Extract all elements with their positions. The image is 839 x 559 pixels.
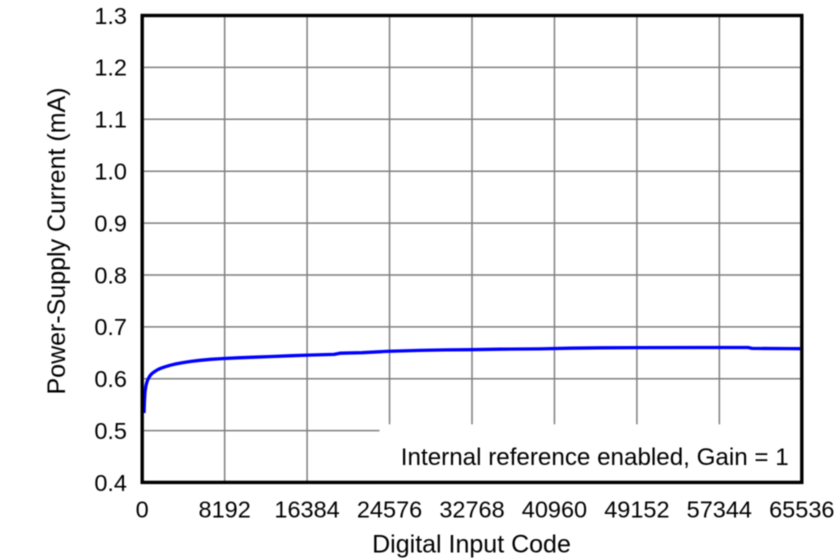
- svg-text:40960: 40960: [522, 497, 587, 523]
- svg-text:16384: 16384: [274, 497, 339, 523]
- svg-text:1.0: 1.0: [94, 159, 127, 185]
- svg-text:65536: 65536: [769, 497, 834, 523]
- svg-text:0.4: 0.4: [94, 470, 127, 496]
- svg-text:49152: 49152: [604, 497, 669, 523]
- svg-text:24576: 24576: [357, 497, 422, 523]
- svg-text:0.7: 0.7: [94, 314, 127, 340]
- svg-text:0.6: 0.6: [94, 366, 127, 392]
- svg-text:0.5: 0.5: [94, 418, 127, 444]
- svg-text:Internal reference enabled, Ga: Internal reference enabled, Gain = 1: [401, 444, 789, 471]
- svg-text:1.3: 1.3: [94, 3, 127, 29]
- svg-text:8192: 8192: [199, 497, 251, 523]
- svg-text:32768: 32768: [439, 497, 504, 523]
- svg-text:Digital Input Code: Digital Input Code: [372, 530, 571, 558]
- svg-text:1.1: 1.1: [94, 107, 127, 133]
- svg-text:0.9: 0.9: [94, 210, 127, 236]
- svg-text:1.2: 1.2: [94, 55, 127, 81]
- svg-text:0.8: 0.8: [94, 262, 127, 288]
- svg-text:Power-Supply Current (mA): Power-Supply Current (mA): [43, 87, 71, 394]
- svg-text:0: 0: [136, 497, 149, 523]
- svg-text:57344: 57344: [687, 497, 752, 523]
